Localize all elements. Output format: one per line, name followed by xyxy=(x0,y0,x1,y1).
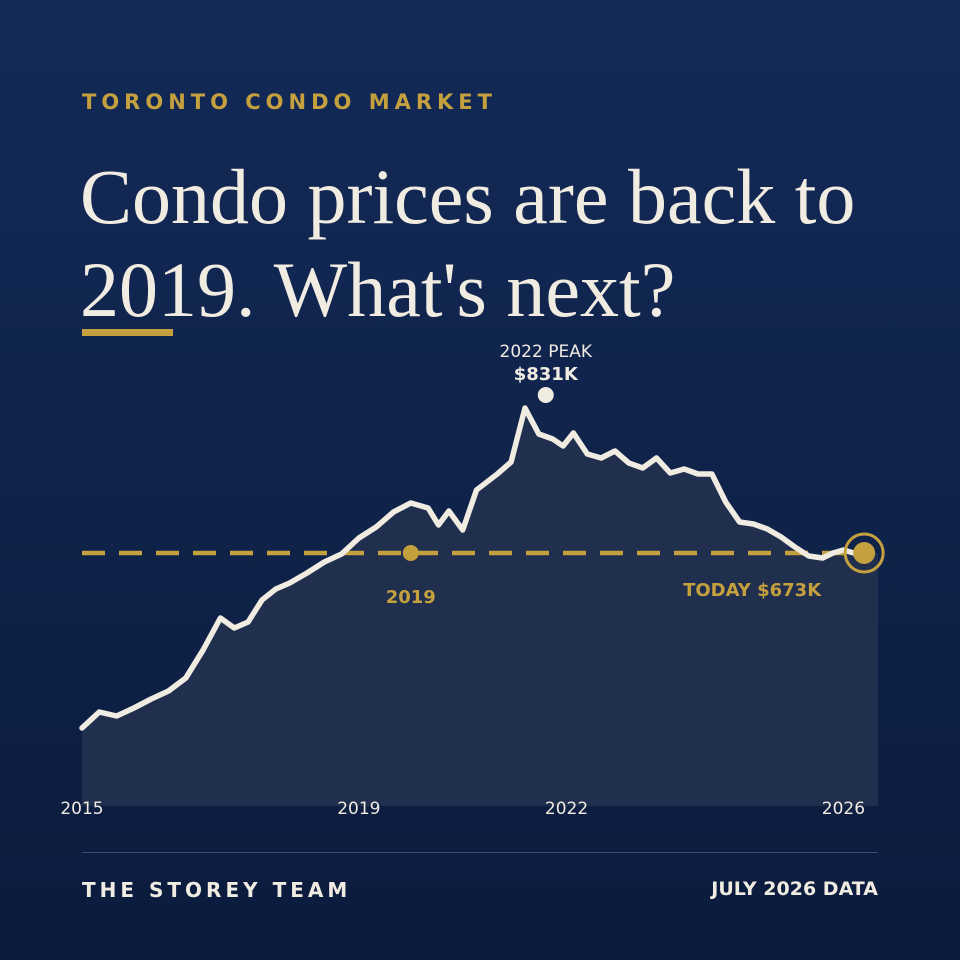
brand-name: THE STOREY TEAM xyxy=(82,878,352,902)
kicker-text: TORONTO CONDO MARKET xyxy=(82,90,497,114)
peak-annotation-label: 2022 PEAK xyxy=(500,342,593,362)
headline: Condo prices are back to 2019. What's ne… xyxy=(80,153,856,333)
marker-2019-point xyxy=(402,545,419,561)
today-marker-ring xyxy=(843,532,885,574)
peak-annotation-value: $831K xyxy=(514,364,579,385)
x-tick-2019: 2019 xyxy=(337,799,380,819)
x-tick-2026: 2026 xyxy=(822,799,865,819)
peak-point-marker xyxy=(537,387,554,403)
x-tick-2022: 2022 xyxy=(545,799,588,819)
today-marker-dot xyxy=(853,542,876,564)
price-area-fill xyxy=(82,408,878,806)
footer-divider xyxy=(82,852,878,853)
today-annotation-label: TODAY $673K xyxy=(683,580,822,601)
data-date-note: JULY 2026 DATA xyxy=(711,878,878,900)
annotation-2019-label: 2019 xyxy=(386,587,436,608)
headline-underline-accent xyxy=(82,329,173,336)
price-series-line xyxy=(79,405,867,731)
x-tick-2015: 2015 xyxy=(60,799,103,819)
